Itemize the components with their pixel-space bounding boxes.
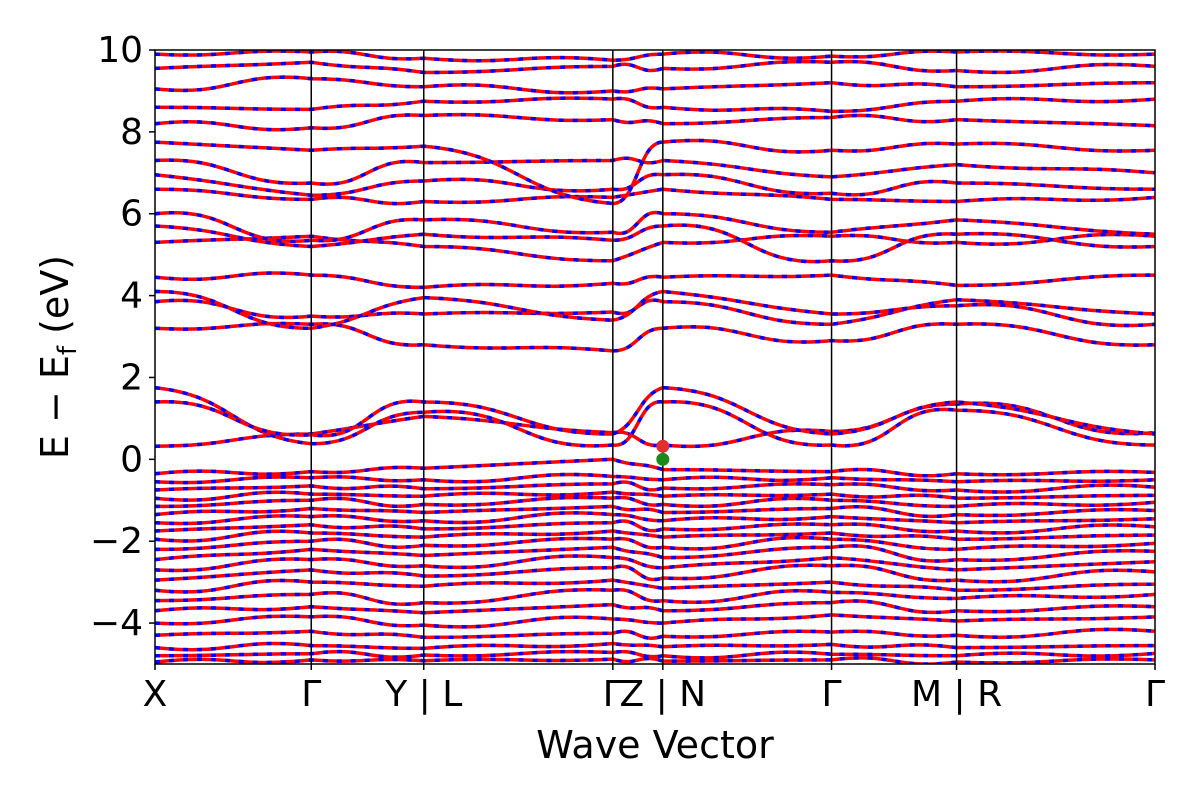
y-axis-ticks: −4 −2 0 2 4 6 8 10 [90,30,155,644]
y-axis-title-unit: (eV) [33,255,77,346]
x-tick-label: Z | N [620,674,707,715]
x-tick-label: Γ [301,674,321,715]
band-31-spin-down [155,187,1155,206]
x-tick-label: Γ [822,674,842,715]
y-axis-title: E − Ef (eV) [33,255,83,459]
marker-vbm [656,452,670,466]
band-1-spin-down [155,649,1155,660]
x-tick-label: X [143,674,168,715]
x-tick-label: Γ [1145,674,1165,715]
band-26-spin-down [155,289,1155,331]
band-33-spin-down [155,156,1155,186]
x-tick-label: M | R [911,674,1002,715]
y-tick-label: 0 [120,439,143,480]
y-tick-label: −2 [90,521,143,562]
y-tick-label: 10 [97,30,143,71]
band-15-spin-down [155,504,1155,519]
band-30-spin-down [155,210,1155,244]
band-23-spin-up [155,385,1155,438]
y-tick-label: 2 [120,357,143,398]
band-39-spin-down [155,50,1155,63]
y-tick-label: 8 [120,112,143,153]
x-tick-label: Γ [603,674,623,715]
band-28-spin-down [155,232,1155,263]
plot-frame [154,49,1156,665]
band-13-spin-down [155,519,1155,535]
band-29-spin-down [155,223,1155,264]
band-36-spin-down [155,96,1155,114]
x-tick-label: Y | L [384,674,462,715]
y-axis-title-subscript: f [53,345,83,355]
band-18-spin-down [155,480,1155,494]
band-3-spin-down [155,627,1155,640]
x-axis-title: Wave Vector [536,723,774,767]
marker-cbm [656,439,670,453]
band-0-spin-down [155,656,1155,664]
y-tick-label: −4 [90,603,143,644]
y-tick-label: 4 [120,276,143,317]
band-5-spin-down [155,599,1155,615]
band-8-spin-down [155,563,1155,584]
band-edge-markers [656,439,670,466]
y-tick-label: 6 [120,194,143,235]
band-10-spin-down [155,544,1155,563]
high-symmetry-lines [310,50,958,664]
band-38-spin-down [155,59,1155,75]
y-axis-title-main: E − E [33,355,77,459]
